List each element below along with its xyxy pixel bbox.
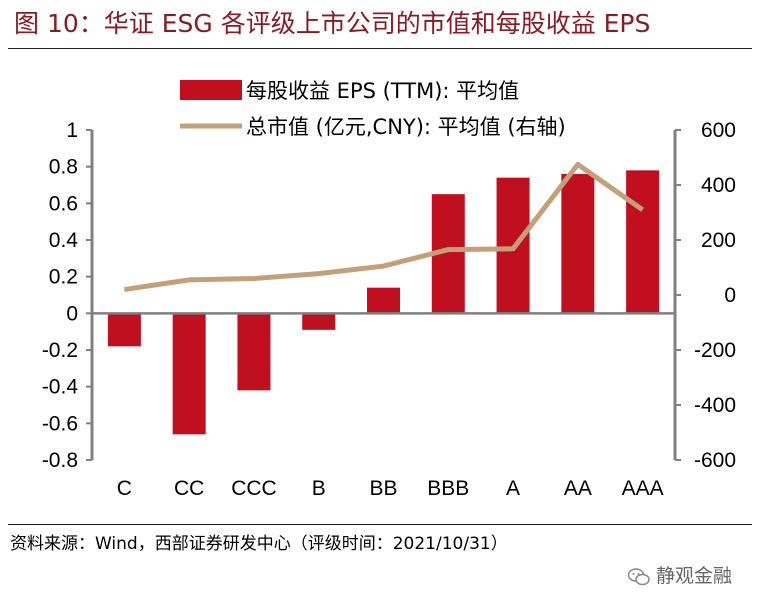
left-tick-label: 0.6 — [49, 192, 78, 215]
x-tick-label: B — [312, 477, 326, 500]
bar-BB — [367, 287, 400, 314]
x-axis-labels: C CC CCC B BB BBB A AA AAA — [117, 477, 664, 500]
legend-label-line: 总市值 (亿元,CNY): 平均值 (右轴) — [246, 115, 566, 139]
x-tick-label: BBB — [427, 477, 469, 500]
figure-title: 图 10：华证 ESG 各评级上市公司的市值和每股收益 EPS — [14, 9, 651, 38]
left-tick-label: -0.2 — [42, 339, 78, 362]
watermark-text: 静观金融 — [656, 565, 733, 587]
left-tick-label: -0.6 — [42, 412, 78, 435]
x-tick-label: CC — [174, 477, 204, 500]
right-tick-label: -200 — [694, 339, 736, 362]
left-tick-label: 0 — [66, 302, 78, 325]
right-tick-label: 200 — [701, 229, 736, 252]
watermark: 静观金融 — [628, 564, 732, 588]
legend-swatch-bar — [180, 80, 242, 100]
left-tick-label: -0.8 — [42, 449, 78, 472]
left-tick-label: -0.4 — [42, 376, 79, 399]
x-tick-label: C — [117, 477, 132, 500]
legend-label-bar: 每股收益 EPS (TTM): 平均值 — [246, 79, 519, 103]
top-rule — [8, 48, 752, 49]
x-tick-label: BB — [369, 477, 397, 500]
line-series — [124, 161, 645, 292]
x-tick-label: AA — [564, 477, 592, 500]
right-tick-label: 0 — [724, 284, 736, 307]
bar-B — [302, 313, 336, 330]
left-tick-label: 0.4 — [49, 229, 79, 252]
x-tick-label: AAA — [622, 477, 664, 500]
right-tick-label: 600 — [701, 119, 736, 142]
right-tick-label: -600 — [694, 449, 736, 472]
x-tick-label: CCC — [231, 477, 277, 500]
source-note: 资料来源：Wind，西部证券研发中心（评级时间：2021/10/31） — [10, 534, 508, 554]
wechat-icon — [628, 567, 650, 585]
bar-series — [107, 170, 660, 435]
bar-AA — [561, 174, 595, 314]
bar-CCC — [237, 313, 271, 391]
bar-CC — [172, 313, 206, 435]
bottom-rule — [8, 524, 752, 525]
right-tick-label: -400 — [694, 394, 736, 417]
right-tick-label: 400 — [701, 174, 736, 197]
left-tick-label: 0.2 — [49, 266, 78, 289]
bar-C — [107, 313, 141, 347]
x-tick-label: A — [506, 477, 520, 500]
left-tick-label: 0.8 — [49, 156, 78, 179]
left-tick-label: 1 — [66, 119, 78, 142]
left-axis: 1 0.8 0.6 0.4 0.2 0 -0.2 -0.4 -0.6 -0.8 — [42, 119, 94, 472]
bar-AAA — [626, 170, 660, 314]
right-axis: 600 400 200 0 -200 -400 -600 — [673, 119, 736, 472]
